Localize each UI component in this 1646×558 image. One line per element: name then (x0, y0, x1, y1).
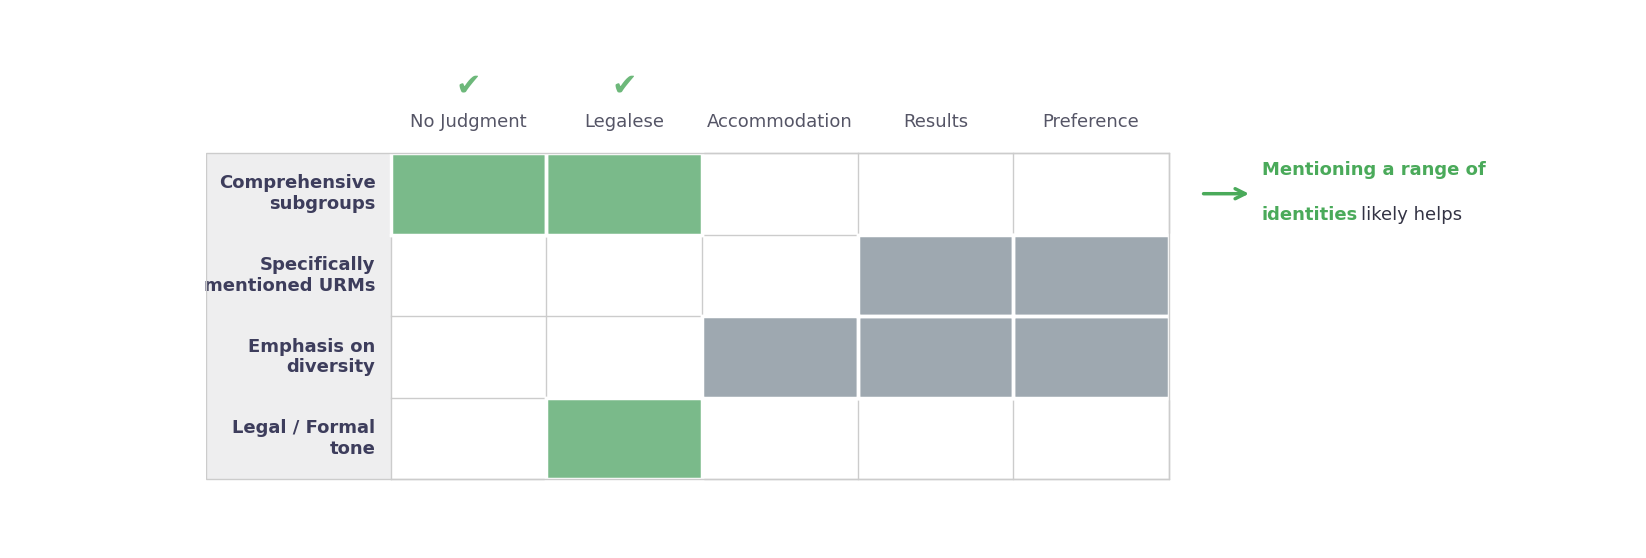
Bar (546, 153, 701, 234)
Bar (701, 153, 858, 234)
Text: Emphasis on
diversity: Emphasis on diversity (249, 338, 375, 377)
Bar (858, 234, 1014, 316)
Bar (858, 398, 1014, 479)
Bar (1014, 153, 1169, 234)
Bar (546, 316, 701, 398)
Text: ✔: ✔ (611, 72, 637, 101)
Text: Comprehensive
subgroups: Comprehensive subgroups (219, 174, 375, 213)
Text: likely helps: likely helps (1361, 206, 1463, 224)
Text: Accommodation: Accommodation (706, 113, 853, 131)
Text: ✔: ✔ (456, 72, 481, 101)
Bar (1014, 316, 1169, 398)
Bar (206, 153, 390, 234)
Bar (390, 153, 546, 234)
Text: Mentioning a range of: Mentioning a range of (1262, 161, 1486, 179)
Text: identities: identities (1262, 206, 1358, 224)
Text: Results: Results (904, 113, 968, 131)
Bar (858, 316, 1014, 398)
Bar (546, 398, 701, 479)
Bar (206, 316, 390, 398)
Bar (858, 153, 1014, 234)
Bar (390, 398, 546, 479)
Bar (206, 234, 390, 316)
Bar (701, 316, 858, 398)
Text: Specifically
mentioned URMs: Specifically mentioned URMs (204, 256, 375, 295)
Bar (390, 316, 546, 398)
Bar (206, 398, 390, 479)
Bar (1014, 398, 1169, 479)
Bar (1014, 234, 1169, 316)
Bar (701, 398, 858, 479)
Text: No Judgment: No Judgment (410, 113, 527, 131)
Bar (390, 234, 546, 316)
Bar (701, 234, 858, 316)
Bar (546, 234, 701, 316)
Text: Legalese: Legalese (584, 113, 665, 131)
Bar (206, 153, 1169, 479)
Text: Legal / Formal
tone: Legal / Formal tone (232, 419, 375, 458)
Text: Preference: Preference (1042, 113, 1139, 131)
